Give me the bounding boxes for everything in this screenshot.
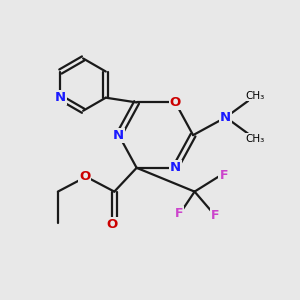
Text: F: F xyxy=(175,206,183,220)
Text: N: N xyxy=(55,91,66,104)
Text: O: O xyxy=(79,170,90,183)
Text: O: O xyxy=(169,96,181,109)
Text: N: N xyxy=(113,129,124,142)
Text: CH₃: CH₃ xyxy=(245,134,264,144)
Text: N: N xyxy=(170,161,181,174)
Text: N: N xyxy=(220,111,231,124)
Text: F: F xyxy=(211,209,220,223)
Text: CH₃: CH₃ xyxy=(245,91,264,100)
Text: F: F xyxy=(220,169,228,182)
Text: O: O xyxy=(106,218,118,231)
